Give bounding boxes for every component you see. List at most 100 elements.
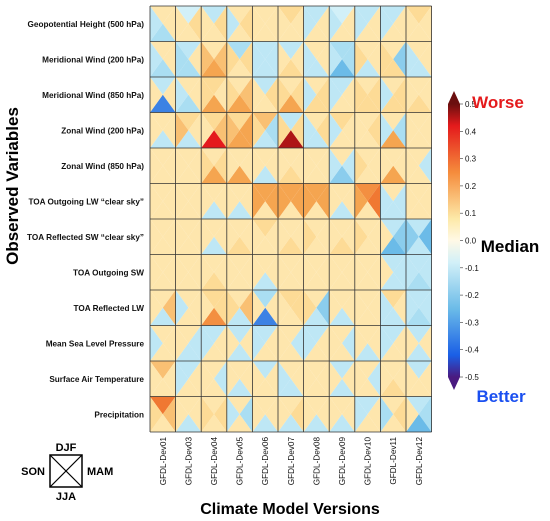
heatmap-cell-mam (367, 6, 381, 42)
row-label: TOA Outgoing SW (73, 268, 144, 277)
heatmap-cell-son (175, 112, 189, 148)
heatmap-cell-djf (303, 77, 330, 95)
heatmap-cell-jja (303, 272, 330, 290)
colorbar-tick-label: -0.3 (465, 318, 479, 327)
heatmap-cell-djf (252, 148, 278, 166)
colorbar-tick-label: -0.1 (465, 264, 479, 273)
heatmap-cell-jja (175, 378, 202, 397)
heatmap-cell-mam (342, 361, 355, 397)
season-key-djf: DJF (56, 442, 77, 454)
heatmap-cell-son (329, 325, 342, 361)
heatmap-cell-jja (252, 59, 278, 77)
heatmap-cell-jja (201, 343, 227, 361)
heatmap-cell-jja (380, 378, 406, 397)
heatmap-cell-son (303, 219, 317, 255)
heatmap-cell-jja (150, 59, 176, 77)
heatmap-cell-jja (175, 414, 202, 432)
heatmap-cell-mam (239, 290, 253, 326)
heatmap-cell-djf (278, 254, 304, 273)
heatmap-cell-djf (354, 290, 381, 308)
heatmap-cell-jja (380, 165, 406, 184)
heatmap-cell-son (175, 183, 189, 219)
heatmap-cell-jja (303, 307, 330, 326)
heatmap-cell-son (329, 254, 342, 290)
row-labels: Geopotential Height (500 hPa) Meridional … (27, 20, 144, 420)
heatmap-cell-mam (418, 254, 432, 290)
heatmap-cell-djf (406, 148, 432, 166)
heatmap-cell-djf (226, 112, 253, 131)
heatmap-cell-jja (201, 130, 227, 148)
heatmap-cell-mam (367, 396, 381, 432)
heatmap-cell-son (380, 396, 394, 432)
heatmap-cell-mam (265, 361, 278, 397)
heatmap-cell-son (406, 396, 419, 432)
heatmap-cell-mam (393, 6, 406, 42)
heatmap-cell-djf (175, 254, 202, 273)
heatmap-cell-jja (406, 307, 432, 326)
heatmap-cell-jja (201, 94, 227, 113)
row-label: TOA Outgoing LW “clear sky” (28, 197, 144, 206)
heatmap-cell-djf (201, 361, 227, 379)
heatmap-cell-jja (354, 272, 381, 290)
column-label: GFDL-Dev03 (184, 437, 193, 486)
heatmap-cell-djf (329, 112, 355, 131)
heatmap-cell-jja (201, 59, 227, 77)
heatmap-cell-jja (303, 23, 330, 42)
heatmap-cell-djf (303, 112, 330, 131)
heatmap-cell-son (150, 183, 163, 219)
season-key-jja: JJA (56, 491, 76, 503)
row-label: Precipitation (94, 410, 144, 419)
heatmap-cell-son (406, 6, 419, 42)
heatmap-cell-son (406, 183, 419, 219)
heatmap-cell-mam (290, 41, 304, 77)
heatmap-cell-son (150, 361, 163, 397)
heatmap-cell-djf (278, 41, 304, 60)
colorbar-tick-label: 0.4 (465, 127, 477, 136)
heatmap-cell-djf (380, 219, 406, 237)
heatmap-cell-djf (226, 77, 253, 95)
heatmap-cell-son (329, 183, 342, 219)
heatmap-cell-mam (316, 112, 330, 148)
heatmap-cell-jja (380, 201, 406, 219)
heatmap-cell-son (406, 112, 419, 148)
heatmap-cell-mam (316, 6, 330, 42)
heatmap-cell-mam (342, 6, 355, 42)
colorbar-bottom-cap (448, 377, 460, 390)
heatmap-cell-djf (150, 41, 176, 60)
heatmap-cell-mam (316, 325, 330, 361)
heatmap-cell-djf (354, 219, 381, 237)
heatmap-cell-son (329, 6, 342, 42)
heatmap-cell-djf (150, 219, 176, 237)
heatmap-cell-djf (252, 290, 278, 308)
heatmap-cell-mam (418, 219, 432, 255)
heatmap-cell-djf (303, 219, 330, 237)
heatmap-cell-mam (188, 77, 202, 113)
heatmap-cell-son (150, 219, 163, 255)
heatmap-cell-son (226, 112, 240, 148)
heatmap-cell-jja (201, 165, 227, 184)
heatmap-cell-mam (162, 219, 176, 255)
heatmap-cell-son (303, 112, 317, 148)
heatmap-cell-son (354, 219, 368, 255)
heatmap-cell-djf (380, 254, 406, 273)
heatmap-cell-mam (239, 396, 253, 432)
heatmap-cell-son (329, 290, 342, 326)
heatmap-cell-djf (201, 6, 227, 24)
heatmap-cell-djf (201, 396, 227, 415)
heatmap-cell-son (278, 361, 291, 397)
heatmap-cell-djf (329, 41, 355, 60)
heatmap-cell-mam (188, 6, 202, 42)
heatmap-cell-djf (226, 361, 253, 379)
colorbar-better-label: Better (476, 387, 526, 406)
heatmap-cell-djf (406, 219, 432, 237)
heatmap-cell-djf (252, 41, 278, 60)
heatmap-cell-djf (252, 77, 278, 95)
heatmap-cell-mam (290, 219, 304, 255)
colorbar: 0.5 0.4 0.3 0.2 0.1 0.0 -0.1 -0.2 -0.3 -0.4 -0.5 W… (448, 91, 539, 406)
heatmap-cell-mam (316, 396, 330, 432)
heatmap-cell-jja (201, 272, 227, 290)
heatmap-cell-jja (252, 201, 278, 219)
heatmap-cell-son (278, 6, 291, 42)
heatmap-cell-son (354, 112, 368, 148)
